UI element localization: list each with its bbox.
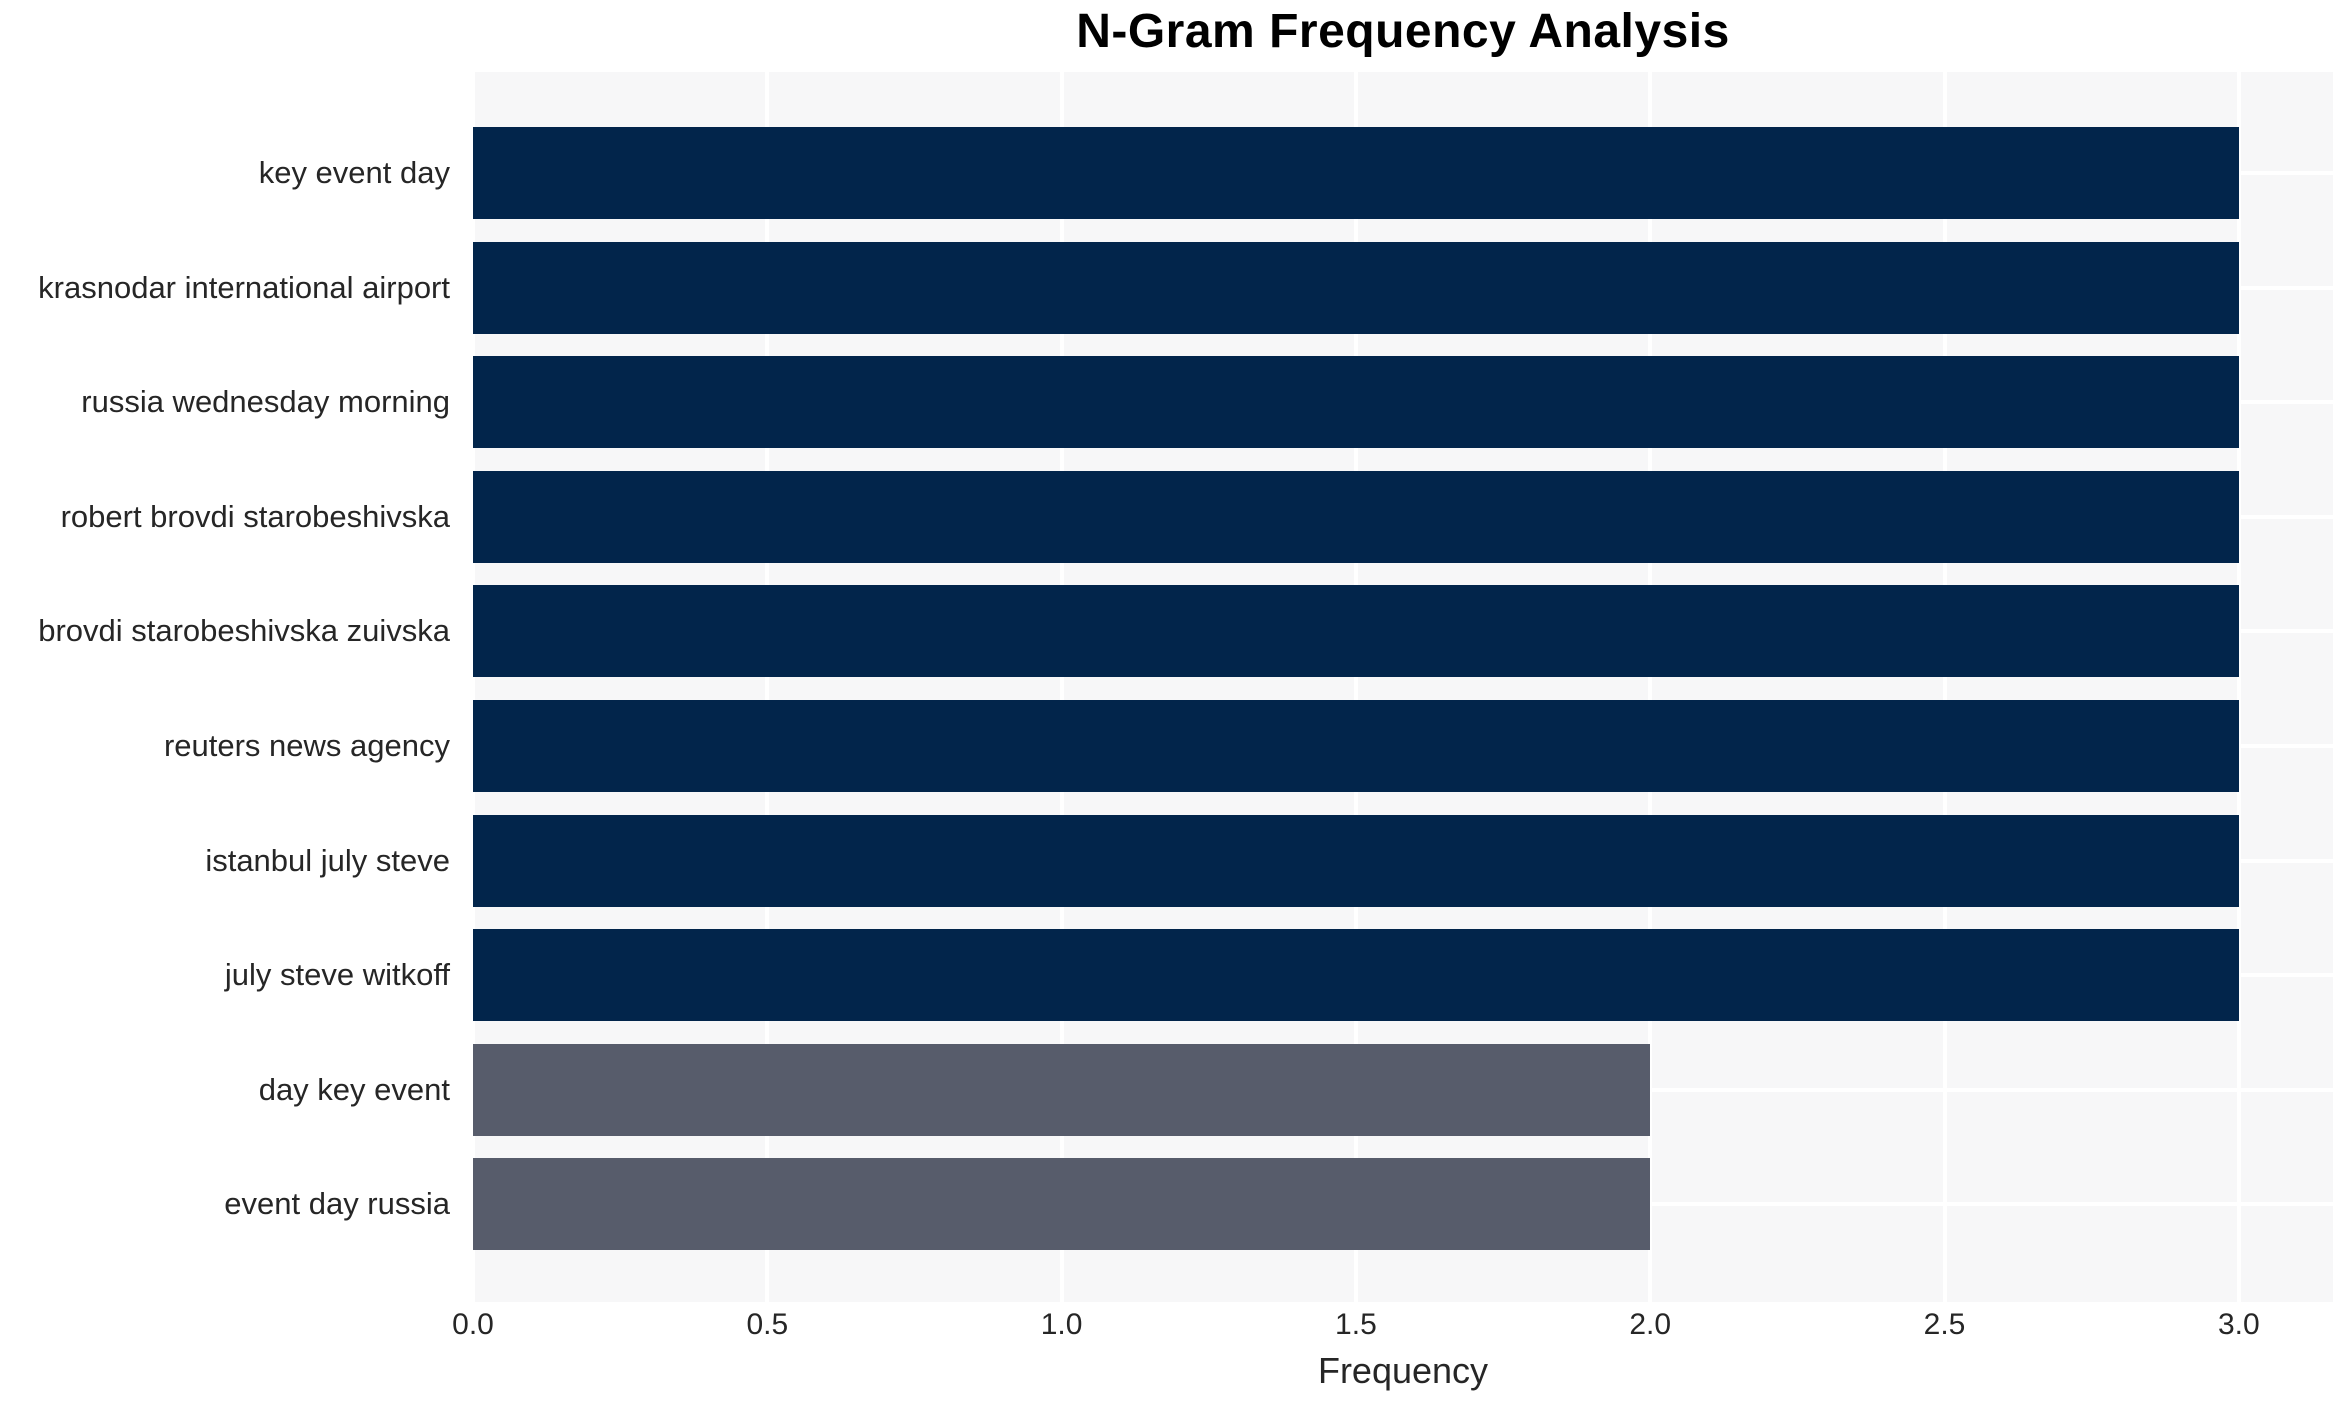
plot-area — [471, 72, 2333, 1302]
x-tick-label: 1.0 — [1040, 1308, 1083, 1341]
category-label: istanbul july steve — [205, 842, 450, 878]
grid-line-vertical — [471, 72, 475, 1302]
x-tick-label: 2.0 — [1629, 1308, 1672, 1341]
x-tick-label: 2.5 — [1923, 1308, 1966, 1341]
grid-line-vertical — [765, 72, 770, 1302]
category-label: reuters news agency — [163, 728, 450, 763]
x-axis-tick-labels: 0.0 0.5 1.0 1.5 2.0 2.5 3.0 — [452, 1308, 2333, 1348]
frequency-bar — [473, 241, 2239, 334]
category-label: brovdi starobeshivska zuivska — [38, 613, 450, 649]
x-tick-label: 0.0 — [452, 1308, 494, 1341]
frequency-bar — [473, 700, 2239, 792]
frequency-bar — [473, 1158, 1651, 1251]
category-label: day key event — [258, 1071, 450, 1107]
x-tick-label: 3.0 — [2217, 1308, 2260, 1341]
x-tick-label: 0.5 — [746, 1308, 789, 1341]
grid-line-vertical — [2236, 72, 2241, 1302]
frequency-bar — [473, 929, 2239, 1022]
category-label: key event day — [258, 155, 450, 190]
x-tick-label: 1.5 — [1335, 1308, 1377, 1341]
category-label: july steve witkoff — [224, 957, 450, 993]
frequency-bar — [473, 127, 2239, 219]
category-label: russia wednesday morning — [81, 384, 450, 420]
category-label: robert brovdi starobeshivska — [60, 498, 450, 534]
grid-line-vertical — [1353, 72, 1358, 1302]
frequency-bar — [473, 470, 2239, 563]
category-label: krasnodar international airport — [38, 269, 450, 305]
frequency-bar — [473, 585, 2239, 678]
x-axis-title: Frequency — [1317, 1350, 1489, 1391]
grid-line-vertical — [1059, 72, 1064, 1302]
grid-line-vertical — [1648, 72, 1653, 1302]
frequency-bar — [473, 356, 2239, 449]
chart-title: N-Gram Frequency Analysis — [1076, 5, 1730, 58]
frequency-bar — [473, 814, 2239, 907]
y-axis-category-labels: key event day krasnodar international air… — [0, 72, 462, 1302]
frequency-bar — [473, 1043, 1651, 1136]
grid-line-vertical — [1942, 72, 1947, 1302]
category-label: event day russia — [224, 1186, 450, 1222]
